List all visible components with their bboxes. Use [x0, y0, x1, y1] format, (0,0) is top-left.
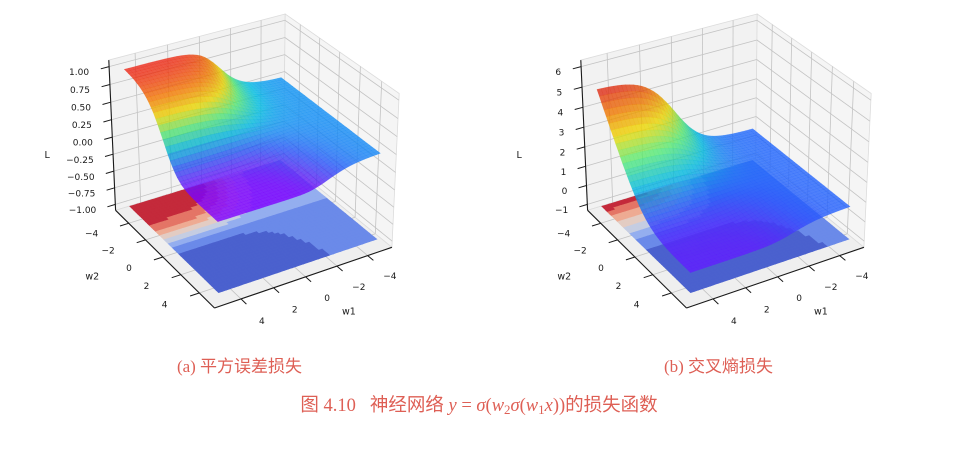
svg-text:−2: −2 — [102, 247, 115, 257]
svg-text:−1.00: −1.00 — [69, 206, 97, 216]
subcaptions-row: (a) 平方误差损失 (b) 交叉熵损失 — [0, 356, 958, 378]
svg-text:4: 4 — [259, 317, 265, 327]
caption-math-segment: 2 — [504, 401, 511, 417]
caption-math-segment: w — [491, 396, 505, 416]
caption-math-segment: 1 — [538, 401, 545, 417]
svg-text:0: 0 — [126, 264, 132, 274]
svg-text:0: 0 — [324, 294, 330, 304]
caption-math-segment: )) — [552, 396, 566, 416]
svg-text:4: 4 — [162, 301, 168, 311]
svg-text:−0.75: −0.75 — [68, 190, 96, 200]
figure-caption-text: 神经网络 y = σ(w2σ(w1x))的损失函数 — [369, 396, 658, 417]
caption-math-segment: 的损失函数 — [565, 396, 658, 416]
svg-text:−0.25: −0.25 — [66, 156, 94, 166]
svg-text:0.75: 0.75 — [70, 86, 90, 96]
caption-math-segment: σ — [476, 396, 486, 416]
svg-text:w2: w2 — [85, 272, 99, 283]
svg-text:L: L — [45, 150, 51, 161]
svg-text:1.00: 1.00 — [69, 68, 89, 78]
subcaption-a: (a) 平方误差损失 — [176, 357, 303, 376]
svg-text:−4: −4 — [85, 230, 99, 240]
svg-text:0.25: 0.25 — [72, 121, 92, 131]
caption-math-segment: σ — [510, 396, 520, 416]
svg-text:0.00: 0.00 — [73, 139, 93, 149]
surface-plot-a: −4−2024420−2−41.000.750.500.250.00−0.25−… — [45, 13, 400, 327]
svg-text:−4: −4 — [383, 272, 397, 282]
caption-math-segment: = — [456, 396, 477, 416]
svg-text:0.50: 0.50 — [71, 104, 91, 114]
svg-text:2: 2 — [144, 282, 150, 292]
caption-math-segment: x — [544, 396, 553, 416]
svg-text:−0.50: −0.50 — [67, 173, 95, 183]
svg-text:−2: −2 — [352, 283, 365, 293]
caption-math-segment: 神经网络 — [369, 396, 449, 416]
caption-math-segment: y — [448, 396, 457, 416]
svg-text:w1: w1 — [342, 307, 356, 318]
plots-row: −4 −2 0 2 4 4 2 0 −2 −4 1.00 0.75 0.50 0.25 0.00 −0.25−… — [45, 13, 872, 327]
figure-number: 图 4.10 — [300, 396, 356, 416]
caption-math-segment: ( — [519, 396, 526, 416]
svg-text:2: 2 — [292, 305, 298, 315]
figure-caption: 图 4.10 神经网络 y = σ(w2σ(w1x))的损失函数 — [0, 391, 958, 418]
caption-math-segment: w — [525, 396, 539, 416]
subcaption-b: (b) 交叉熵损失 — [663, 357, 774, 376]
caption-math-segment: ( — [485, 396, 492, 416]
